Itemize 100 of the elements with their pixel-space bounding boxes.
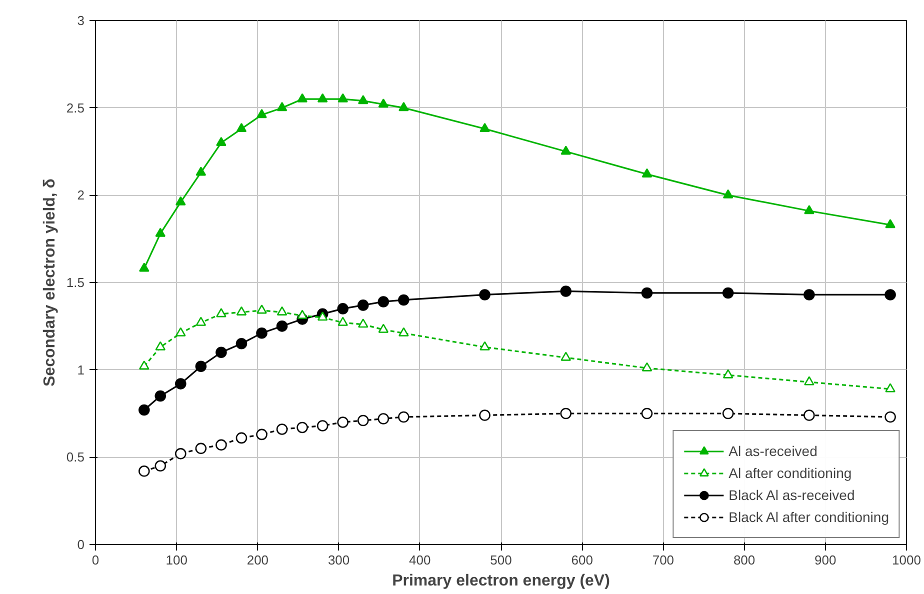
point — [398, 411, 410, 423]
point — [296, 422, 308, 434]
point — [236, 338, 248, 350]
point — [480, 341, 490, 350]
point — [155, 228, 166, 237]
point — [337, 416, 349, 428]
point — [297, 93, 308, 102]
point — [378, 324, 389, 333]
point — [479, 289, 490, 300]
point — [641, 408, 653, 420]
point — [236, 122, 247, 132]
x-tick-label: 800 — [733, 552, 756, 568]
y-tick-label: 0.5 — [66, 450, 85, 465]
point — [297, 310, 308, 319]
point — [236, 432, 248, 444]
point — [317, 93, 328, 102]
point — [216, 308, 226, 318]
point — [317, 312, 328, 321]
point — [338, 316, 348, 326]
point — [196, 166, 206, 176]
point — [560, 408, 572, 420]
point — [642, 168, 652, 178]
point — [804, 376, 814, 386]
point — [155, 341, 166, 350]
point — [479, 410, 490, 421]
point — [256, 428, 268, 440]
point — [236, 306, 247, 316]
point — [175, 448, 186, 460]
point — [216, 439, 227, 451]
point — [256, 108, 267, 118]
point — [316, 420, 328, 432]
x-tick-label: 0 — [92, 552, 100, 568]
point — [195, 360, 207, 372]
point — [139, 262, 150, 272]
point — [256, 328, 268, 339]
y-tick-label: 3 — [77, 13, 85, 28]
y-tick-label: 2 — [77, 188, 85, 203]
point — [722, 189, 734, 198]
x-tick-label: 200 — [246, 552, 269, 568]
point — [357, 300, 369, 311]
x-tick-label: 1000 — [892, 552, 921, 568]
point — [176, 327, 186, 336]
point — [722, 408, 734, 420]
point — [358, 318, 368, 328]
point — [176, 196, 186, 206]
point — [139, 360, 150, 370]
point — [195, 442, 207, 454]
point — [378, 98, 389, 108]
point — [560, 286, 572, 297]
point — [804, 205, 814, 214]
point — [722, 369, 734, 378]
point — [804, 410, 815, 421]
point — [378, 413, 390, 424]
x-tick-label: 500 — [490, 552, 512, 568]
point — [560, 352, 572, 361]
point — [196, 316, 206, 326]
point — [398, 327, 409, 336]
y-axis-title: Secondary electron yield, δ — [41, 178, 58, 386]
x-tick-label: 400 — [409, 552, 431, 568]
point — [337, 303, 349, 314]
point — [216, 346, 227, 358]
point — [885, 219, 896, 228]
point — [276, 306, 288, 316]
point — [216, 136, 226, 146]
y-tick-label: 1.5 — [66, 275, 85, 290]
point — [256, 304, 267, 314]
point — [884, 289, 896, 300]
point — [338, 93, 348, 102]
legend-label: Al after conditioning — [728, 465, 852, 481]
point — [885, 383, 896, 392]
point — [560, 146, 572, 155]
legend-label: Black Al as-received — [728, 487, 855, 503]
y-tick-label: 2.5 — [66, 100, 85, 116]
point — [175, 378, 186, 390]
point — [480, 122, 490, 132]
point — [138, 404, 150, 416]
point — [398, 102, 409, 112]
point — [357, 414, 369, 426]
legend-label: Black Al after conditioning — [728, 509, 889, 525]
point — [641, 287, 653, 299]
point — [378, 296, 390, 308]
point — [398, 294, 410, 306]
x-tick-label: 700 — [652, 552, 674, 568]
x-tick-label: 300 — [328, 552, 350, 568]
legend-label: Al as-received — [728, 443, 818, 459]
x-tick-label: 900 — [814, 552, 836, 568]
x-axis-title: Primary electron energy (eV) — [392, 572, 610, 590]
y-tick-label: 1 — [77, 362, 85, 378]
point — [276, 102, 288, 112]
y-tick-label: 0 — [77, 537, 85, 552]
point — [884, 411, 896, 423]
point — [358, 95, 368, 104]
point — [276, 424, 288, 435]
point — [154, 390, 166, 402]
x-tick-label: 600 — [571, 552, 593, 568]
point — [722, 287, 734, 299]
point — [642, 362, 652, 372]
point — [804, 289, 815, 300]
point — [138, 466, 150, 477]
x-tick-label: 100 — [166, 552, 188, 568]
